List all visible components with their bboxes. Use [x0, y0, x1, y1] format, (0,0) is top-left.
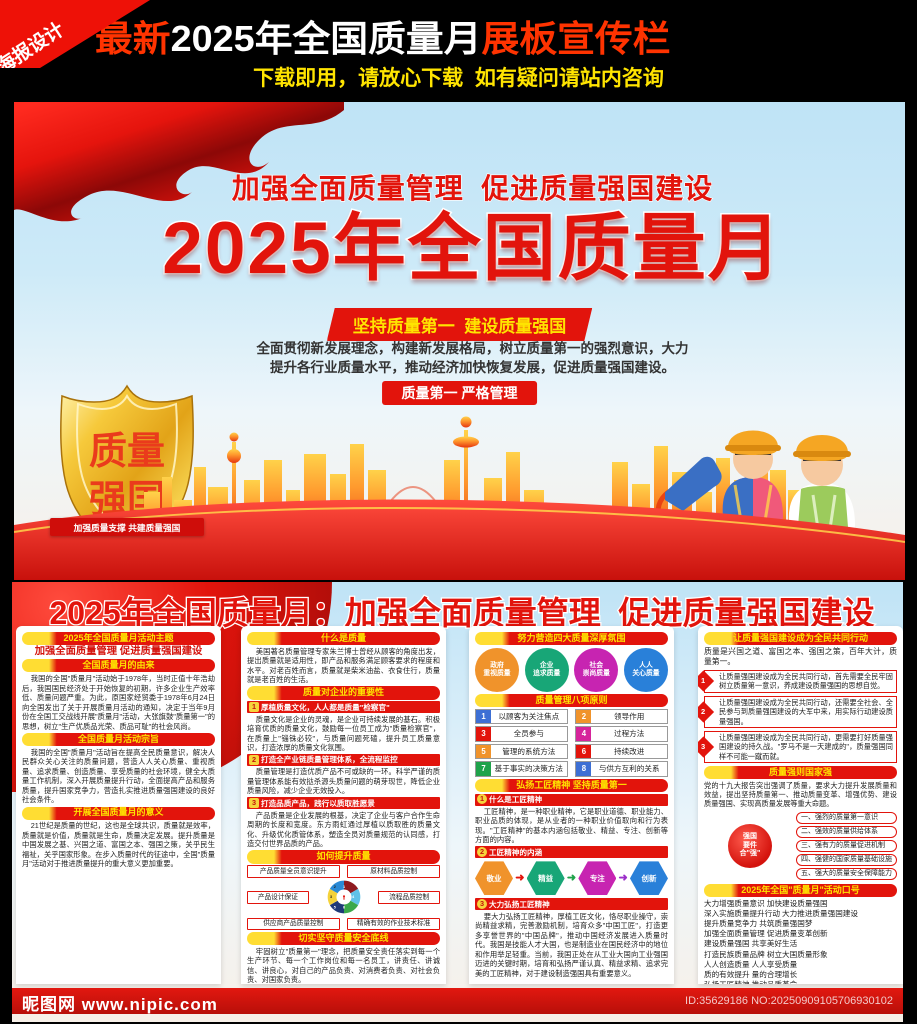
svg-text:6: 6 [342, 905, 344, 909]
svg-text:1: 1 [342, 884, 344, 888]
svg-text:3: 3 [330, 895, 332, 899]
svg-text:5: 5 [333, 905, 335, 909]
svg-text:2: 2 [333, 884, 335, 888]
